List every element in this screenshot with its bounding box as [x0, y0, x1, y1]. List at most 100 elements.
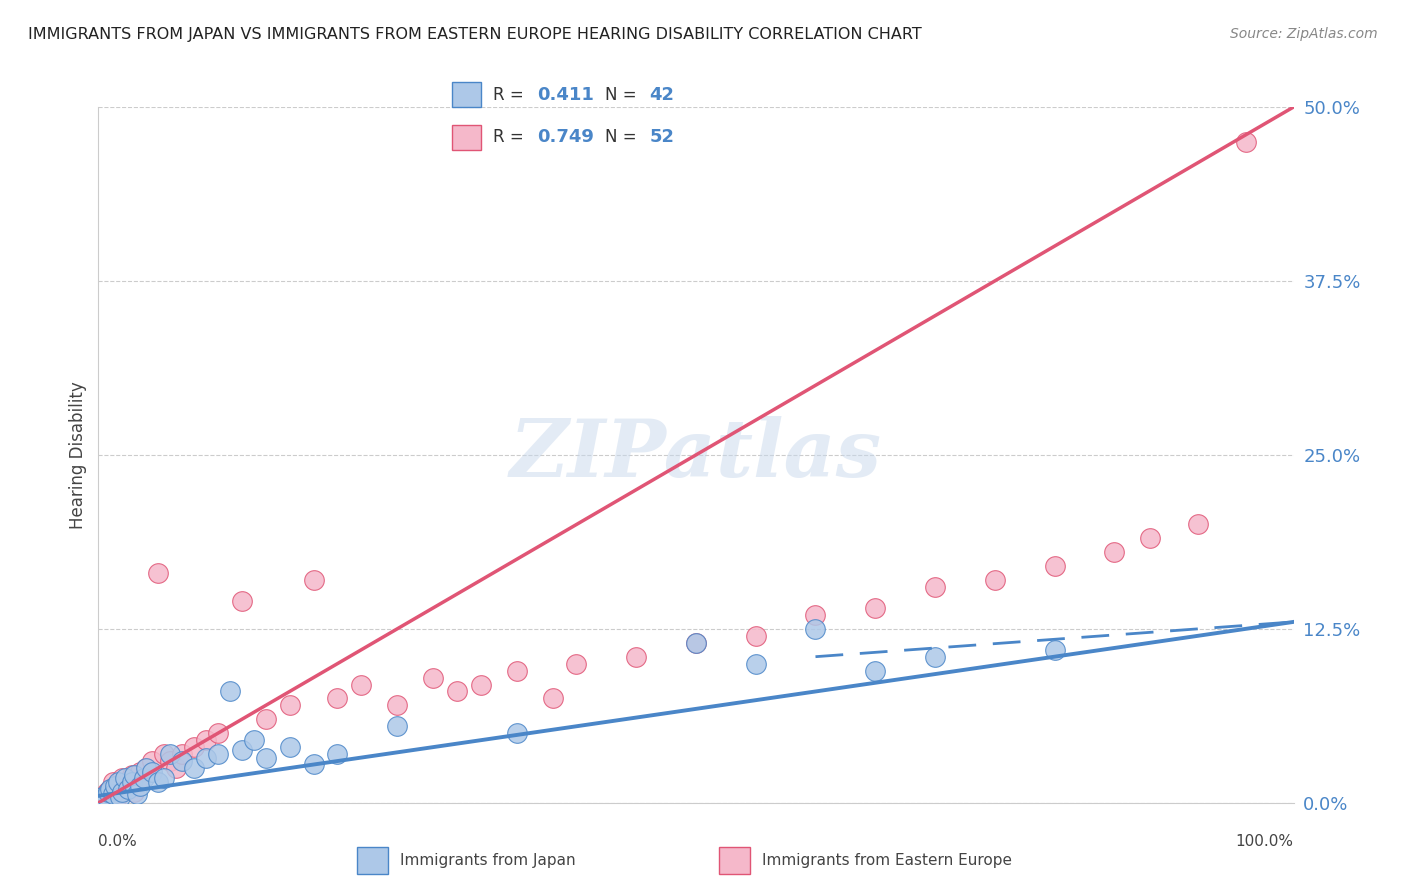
Text: 0.749: 0.749: [537, 128, 595, 146]
Point: [207, 747, 229, 761]
Point: [94, 789, 117, 803]
Point: [129, 779, 152, 793]
Point: [326, 747, 349, 761]
Point: [107, 775, 129, 789]
Point: [98, 790, 121, 805]
Point: [231, 743, 253, 757]
Point: [108, 790, 131, 805]
Point: [104, 779, 127, 793]
Point: [446, 684, 468, 698]
Point: [278, 740, 301, 755]
Point: [148, 566, 170, 581]
Point: [243, 733, 266, 747]
Point: [148, 775, 170, 789]
Point: [114, 781, 136, 796]
FancyBboxPatch shape: [718, 847, 751, 874]
Text: IMMIGRANTS FROM JAPAN VS IMMIGRANTS FROM EASTERN EUROPE HEARING DISABILITY CORRE: IMMIGRANTS FROM JAPAN VS IMMIGRANTS FROM…: [28, 27, 922, 42]
Point: [101, 775, 124, 789]
Point: [804, 607, 827, 622]
Point: [1102, 545, 1125, 559]
Point: [278, 698, 301, 713]
Text: Source: ZipAtlas.com: Source: ZipAtlas.com: [1230, 27, 1378, 41]
Point: [194, 751, 218, 765]
Point: [165, 761, 187, 775]
Text: Immigrants from Eastern Europe: Immigrants from Eastern Europe: [762, 854, 1012, 868]
Point: [98, 781, 122, 796]
FancyBboxPatch shape: [451, 82, 481, 107]
Point: [1234, 135, 1257, 149]
Point: [924, 649, 946, 664]
FancyBboxPatch shape: [357, 847, 388, 874]
Point: [132, 771, 155, 785]
Text: R =: R =: [494, 86, 529, 103]
Point: [385, 719, 409, 733]
Text: 0.411: 0.411: [537, 86, 595, 103]
Point: [326, 691, 349, 706]
Point: [125, 788, 148, 802]
Point: [90, 793, 112, 807]
Point: [125, 775, 148, 789]
Text: N =: N =: [606, 128, 643, 146]
Point: [107, 789, 129, 803]
Point: [541, 691, 564, 706]
Point: [863, 664, 887, 678]
Point: [745, 629, 768, 643]
Point: [108, 779, 131, 793]
Text: 42: 42: [650, 86, 675, 103]
Point: [506, 726, 529, 740]
Text: ZIPatlas: ZIPatlas: [510, 417, 882, 493]
Point: [124, 768, 146, 782]
Point: [93, 791, 115, 805]
Text: R =: R =: [494, 128, 529, 146]
Point: [90, 793, 112, 807]
Point: [350, 677, 373, 691]
Point: [804, 622, 827, 636]
Point: [254, 751, 277, 765]
Point: [183, 740, 205, 755]
Point: [1187, 517, 1209, 532]
Point: [207, 726, 229, 740]
Point: [159, 747, 181, 761]
Point: [1139, 532, 1161, 546]
Point: [685, 636, 707, 650]
Point: [91, 791, 114, 805]
Point: [117, 775, 139, 789]
Point: [506, 664, 529, 678]
Point: [231, 594, 253, 608]
Point: [101, 788, 124, 802]
Point: [111, 771, 134, 785]
Point: [194, 733, 218, 747]
Point: [135, 761, 157, 775]
Point: [422, 671, 444, 685]
Point: [93, 789, 115, 803]
Point: [153, 747, 176, 761]
Point: [141, 754, 163, 768]
Point: [183, 761, 205, 775]
Point: [254, 712, 277, 726]
Point: [745, 657, 768, 671]
Point: [1043, 559, 1066, 574]
FancyBboxPatch shape: [451, 125, 481, 150]
Point: [153, 771, 176, 785]
Point: [159, 754, 181, 768]
Point: [121, 768, 143, 782]
Point: [135, 761, 157, 775]
Point: [626, 649, 648, 664]
Point: [117, 781, 139, 796]
Point: [98, 781, 122, 796]
Point: [685, 636, 707, 650]
Point: [302, 756, 325, 771]
Text: 0.0%: 0.0%: [98, 834, 138, 849]
Point: [141, 765, 163, 780]
Point: [129, 765, 152, 780]
Point: [96, 785, 118, 799]
Point: [565, 657, 588, 671]
Point: [924, 580, 946, 594]
Text: 52: 52: [650, 128, 675, 146]
Point: [91, 790, 114, 805]
Point: [863, 601, 887, 615]
Point: [114, 771, 136, 785]
Y-axis label: Hearing Disability: Hearing Disability: [69, 381, 87, 529]
Point: [172, 747, 194, 761]
Point: [470, 677, 492, 691]
